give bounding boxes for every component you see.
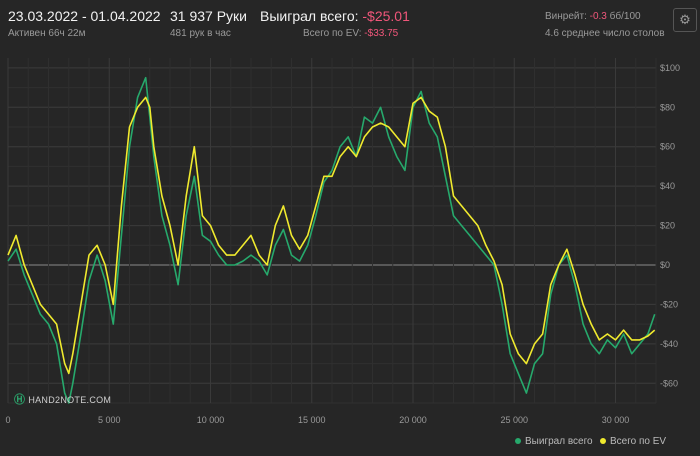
winrate-unit: бб/100: [609, 11, 641, 22]
date-range[interactable]: 23.03.2022 - 01.04.2022: [8, 8, 161, 24]
winrate-label: Винрейт:: [545, 11, 587, 22]
total-won: Выиграл всего: -$25.01: [260, 8, 410, 24]
x-tick-label: 25 000: [500, 415, 528, 425]
y-tick-label: $0: [660, 260, 670, 270]
stats-header: 23.03.2022 - 01.04.2022 Активен 66ч 22м …: [0, 0, 700, 50]
active-time: Активен 66ч 22м: [8, 28, 86, 39]
x-tick-label: 5 000: [98, 415, 121, 425]
winrate: Винрейт: -0.3 бб/100: [545, 11, 641, 22]
logo-mark-icon: Ⓗ: [14, 394, 26, 406]
y-tick-label: -$20: [660, 299, 678, 309]
legend-ev-label: Всего по EV: [610, 436, 667, 447]
x-tick-label: 10 000: [197, 415, 225, 425]
hands-count: 31 937 Руки: [170, 8, 247, 24]
legend-item-ev[interactable]: Всего по EV: [600, 436, 666, 447]
total-won-label: Выиграл всего:: [260, 8, 359, 24]
total-ev: Всего по EV: -$33.75: [303, 28, 398, 39]
y-tick-label: -$60: [660, 378, 678, 388]
chart-grid: [7, 58, 657, 404]
y-axis: $100 $80 $60 $40 $20 $0 -$20 -$40 -$60: [660, 63, 680, 388]
series-won-line: [7, 76, 656, 404]
legend-item-won[interactable]: Выиграл всего: [515, 436, 593, 447]
series-ev-line: [7, 96, 656, 375]
series-lines: [7, 76, 656, 404]
y-tick-label: $80: [660, 102, 675, 112]
y-tick-label: $100: [660, 63, 680, 73]
total-ev-value: -$33.75: [364, 28, 399, 39]
x-tick-label: 20 000: [399, 415, 427, 425]
avg-tables: 4.6 среднее число столов: [545, 28, 665, 39]
legend-ev-swatch: [600, 438, 606, 445]
logo-text: HAND2NOTE.COM: [28, 395, 112, 405]
y-tick-label: $20: [660, 221, 675, 231]
y-tick-label: -$40: [660, 339, 678, 349]
legend-won-label: Выиграл всего: [525, 436, 593, 447]
legend-won-swatch: [515, 438, 521, 445]
x-axis: 0 5 000 10 000 15 000 20 000 25 000 30 000: [5, 415, 629, 425]
gear-icon[interactable]: ⚙: [673, 8, 697, 32]
x-tick-label: 15 000: [298, 415, 326, 425]
x-tick-label: 0: [5, 415, 10, 425]
profit-chart: $100 $80 $60 $40 $20 $0 -$20 -$40 -$60 0 5 000 10 …: [5, 58, 680, 425]
winrate-value: -0.3: [589, 11, 607, 22]
x-tick-label: 30 000: [602, 415, 630, 425]
y-tick-label: $60: [660, 142, 675, 152]
y-tick-label: $40: [660, 181, 675, 191]
hand2note-logo: Ⓗ HAND2NOTE.COM: [14, 391, 111, 407]
hands-per-hour: 481 рук в час: [170, 28, 231, 39]
total-ev-label: Всего по EV:: [303, 28, 362, 39]
total-won-value: -$25.01: [362, 8, 410, 24]
